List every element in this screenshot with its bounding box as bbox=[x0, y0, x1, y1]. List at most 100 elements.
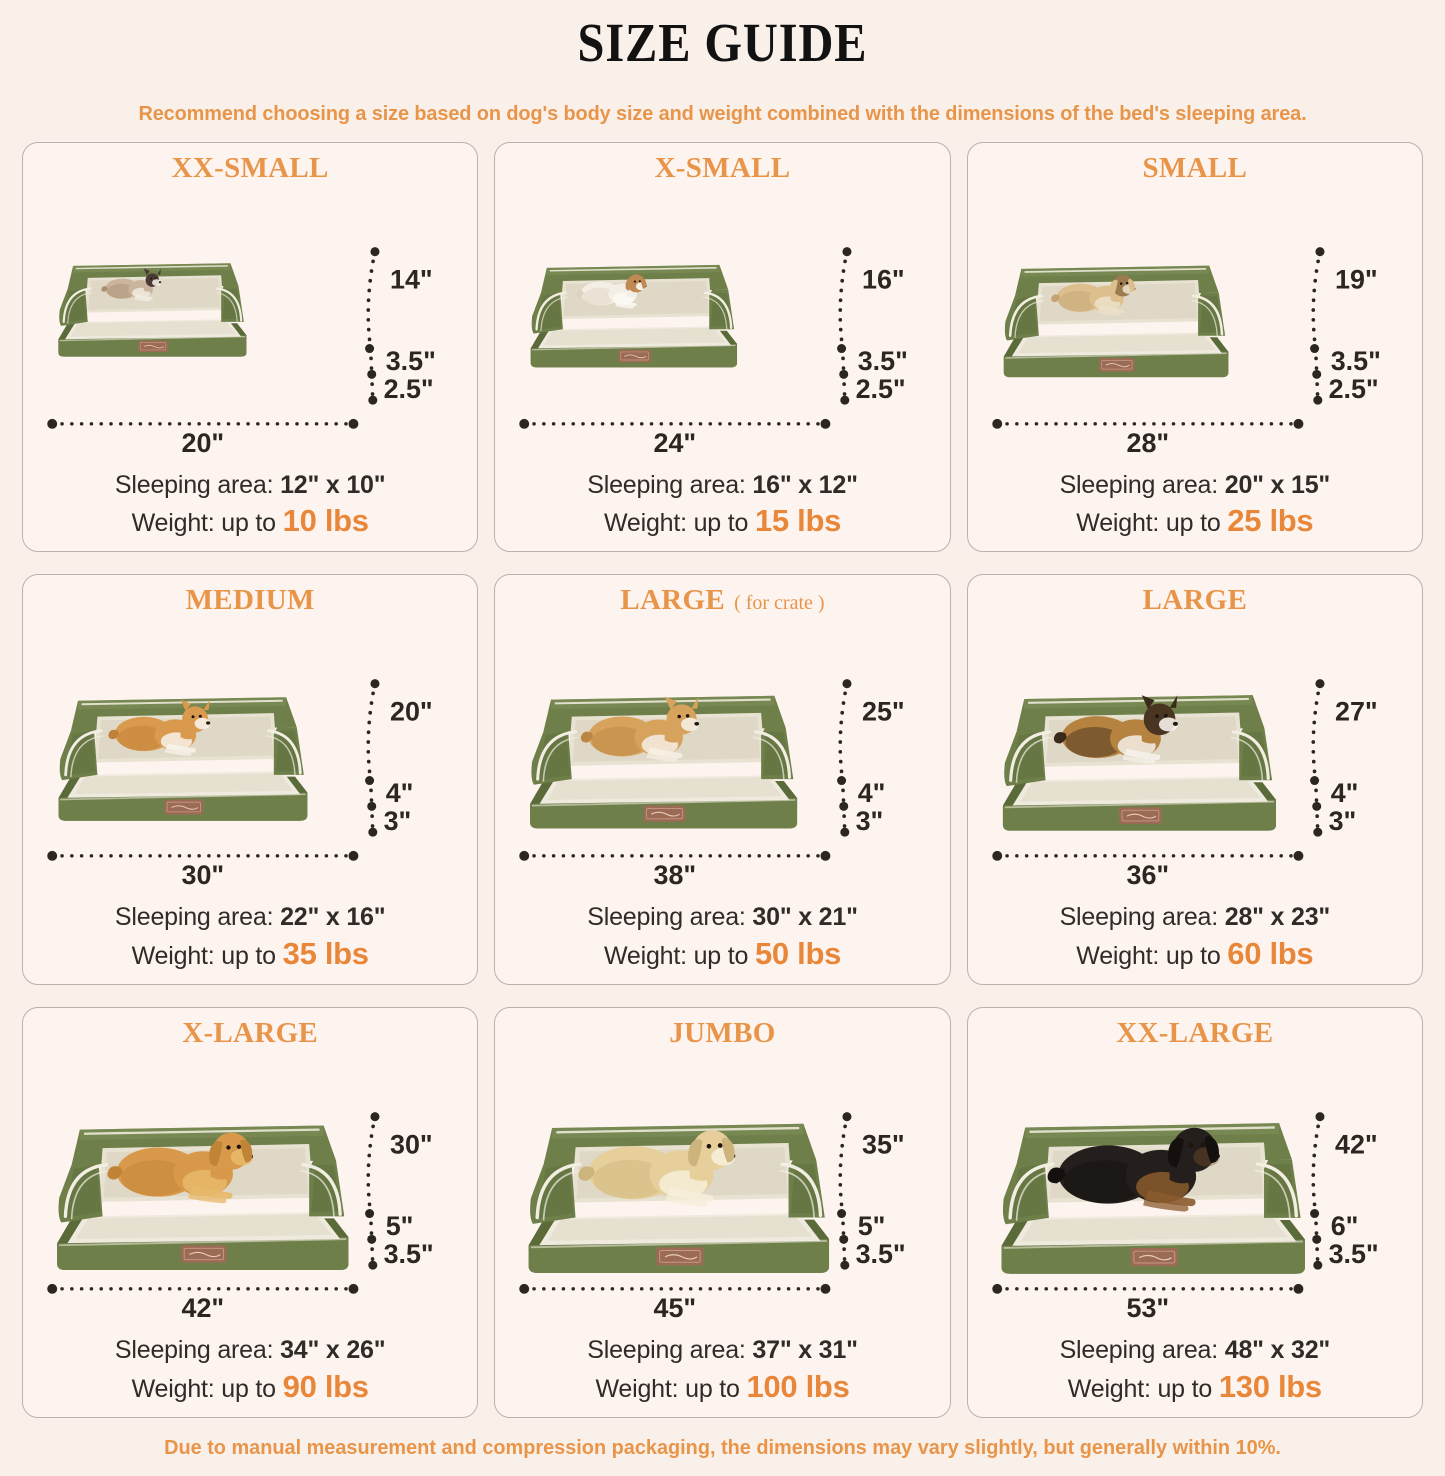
sleeping-area-line: Sleeping area: 22" x 16" bbox=[35, 901, 465, 934]
card-title-text: X-LARGE bbox=[182, 1017, 319, 1050]
sleeping-area-value: 20" x 15" bbox=[1224, 470, 1331, 499]
bed-diagram-svg: .m-lab { font-family: "Liberation Sans",… bbox=[47, 246, 436, 457]
svg-text:3.5": 3.5" bbox=[1328, 1239, 1378, 1269]
sleeping-area-label: Sleeping area: bbox=[114, 470, 281, 499]
bed-diagram-svg: .m-lab { font-family: "Liberation Sans",… bbox=[47, 679, 433, 890]
card-title: LARGE bbox=[1143, 585, 1248, 617]
weight-line: Weight: up to 90 lbs bbox=[35, 1367, 465, 1407]
bed-illustration: .m-lab { font-family: "Liberation Sans",… bbox=[980, 185, 1410, 469]
pet-illustration bbox=[578, 1130, 736, 1207]
bed-group bbox=[58, 262, 247, 357]
weight-up-to: up to bbox=[1165, 509, 1228, 538]
size-card-xx-small[interactable]: XX-SMALL .m-lab { font-family: "Liberati… bbox=[22, 141, 479, 553]
size-card-x-large[interactable]: X-LARGE .m-lab { font-family: "Liberatio… bbox=[22, 1007, 479, 1418]
weight-line: Weight: up to 60 lbs bbox=[980, 934, 1410, 974]
bed-diagram-svg: .m-lab { font-family: "Liberation Sans",… bbox=[519, 679, 905, 890]
weight-label: Weight: bbox=[603, 941, 694, 970]
sleeping-area-label: Sleeping area: bbox=[114, 1336, 281, 1365]
sleeping-area-label: Sleeping area: bbox=[587, 470, 753, 499]
card-title: SMALL bbox=[1143, 152, 1248, 185]
size-card-small[interactable]: SMALL .m-lab { font-family: "Liberation … bbox=[966, 141, 1423, 553]
weight-label: Weight: bbox=[603, 509, 694, 538]
sleeping-area-value: 37" x 31" bbox=[752, 1336, 858, 1365]
sleeping-area-value: 30" x 21" bbox=[752, 903, 858, 932]
bed-group bbox=[531, 264, 738, 367]
weight-value: 130 lbs bbox=[1218, 1368, 1322, 1404]
sleeping-area-value: 48" x 32" bbox=[1224, 1336, 1331, 1365]
sleeping-area-label: Sleeping area: bbox=[587, 903, 753, 932]
bed-illustration: .m-lab { font-family: "Liberation Sans",… bbox=[507, 617, 937, 901]
pet-illustration bbox=[101, 268, 162, 302]
svg-text:28": 28" bbox=[1126, 427, 1169, 457]
bed-diagram-svg: .m-lab { font-family: "Liberation Sans",… bbox=[991, 679, 1377, 890]
svg-text:3": 3" bbox=[856, 806, 884, 836]
size-card-xx-large[interactable]: XX-LARGE .m-lab { font-family: "Liberati… bbox=[966, 1007, 1423, 1418]
weight-line: Weight: up to 130 lbs bbox=[980, 1367, 1410, 1407]
svg-text:4": 4" bbox=[1330, 778, 1358, 808]
svg-text:5": 5" bbox=[386, 1211, 414, 1241]
bed-group bbox=[1003, 265, 1228, 377]
card-specs: Sleeping area: 34" x 26" Weight: up to 9… bbox=[35, 1334, 465, 1409]
card-specs: Sleeping area: 16" x 12" Weight: up to 1… bbox=[507, 469, 937, 544]
page-title: SIZE GUIDE bbox=[577, 12, 868, 73]
sleeping-area-line: Sleeping area: 20" x 15" bbox=[980, 469, 1410, 502]
weight-value: 50 lbs bbox=[754, 935, 842, 971]
weight-value: 60 lbs bbox=[1227, 935, 1314, 971]
weight-up-to: up to bbox=[1157, 1374, 1219, 1403]
pet-illustration bbox=[1047, 1127, 1220, 1212]
weight-label: Weight: bbox=[1076, 941, 1166, 970]
bed-diagram-svg: .m-lab { font-family: "Liberation Sans",… bbox=[519, 246, 908, 457]
weight-line: Weight: up to 25 lbs bbox=[980, 501, 1410, 541]
bed-diagram-svg: .m-lab { font-family: "Liberation Sans",… bbox=[519, 1112, 906, 1323]
size-card-jumbo[interactable]: JUMBO .m-lab { font-family: "Liberation … bbox=[494, 1007, 951, 1418]
weight-line: Weight: up to 100 lbs bbox=[507, 1367, 937, 1407]
weight-value: 90 lbs bbox=[282, 1368, 369, 1404]
sleeping-area-line: Sleeping area: 34" x 26" bbox=[35, 1334, 465, 1367]
weight-up-to: up to bbox=[693, 509, 755, 538]
sleeping-area-line: Sleeping area: 30" x 21" bbox=[507, 901, 937, 934]
sleeping-area-value: 28" x 23" bbox=[1224, 903, 1331, 932]
sleeping-area-value: 16" x 12" bbox=[752, 470, 858, 499]
size-card-large-for-crate[interactable]: LARGE ( for crate ) .m-lab { font-family… bbox=[494, 574, 951, 986]
weight-line: Weight: up to 15 lbs bbox=[507, 501, 937, 541]
bed-illustration: .m-lab { font-family: "Liberation Sans",… bbox=[980, 1050, 1410, 1334]
sleeping-area-value: 34" x 26" bbox=[280, 1336, 386, 1365]
page-subtitle: Recommend choosing a size based on dog's… bbox=[138, 101, 1307, 125]
svg-text:3.5": 3.5" bbox=[1330, 346, 1380, 376]
svg-text:36": 36" bbox=[1126, 860, 1169, 890]
weight-up-to: up to bbox=[221, 941, 283, 970]
sleeping-area-label: Sleeping area: bbox=[114, 903, 281, 932]
bed-illustration: .m-lab { font-family: "Liberation Sans",… bbox=[980, 617, 1410, 901]
bed-group bbox=[58, 697, 308, 822]
sleeping-area-line: Sleeping area: 48" x 32" bbox=[980, 1334, 1410, 1367]
bed-illustration: .m-lab { font-family: "Liberation Sans",… bbox=[35, 617, 465, 901]
card-title-text: MEDIUM bbox=[185, 584, 315, 617]
pet-illustration bbox=[576, 274, 648, 309]
card-title-suffix: ( for crate ) bbox=[734, 592, 825, 615]
size-card-medium[interactable]: MEDIUM .m-lab { font-family: "Liberation… bbox=[22, 574, 479, 986]
svg-text:3": 3" bbox=[1328, 806, 1356, 836]
weight-line: Weight: up to 10 lbs bbox=[35, 501, 465, 541]
card-title: XX-SMALL bbox=[171, 151, 329, 185]
sleeping-area-line: Sleeping area: 16" x 12" bbox=[507, 469, 937, 502]
svg-text:3.5": 3.5" bbox=[856, 1239, 906, 1269]
bed-illustration: .m-lab { font-family: "Liberation Sans",… bbox=[35, 185, 465, 469]
card-title: X-SMALL bbox=[655, 152, 791, 185]
sleeping-area-label: Sleeping area: bbox=[1059, 470, 1225, 499]
bed-diagram-svg: .m-lab { font-family: "Liberation Sans",… bbox=[991, 246, 1380, 457]
card-specs: Sleeping area: 22" x 16" Weight: up to 3… bbox=[35, 901, 465, 976]
size-card-large[interactable]: LARGE .m-lab { font-family: "Liberation … bbox=[966, 574, 1423, 986]
bed-diagram-svg: .m-lab { font-family: "Liberation Sans",… bbox=[47, 1112, 434, 1323]
card-specs: Sleeping area: 12" x 10" Weight: up to 1… bbox=[35, 469, 465, 544]
card-title-text: XX-SMALL bbox=[171, 151, 329, 184]
weight-line: Weight: up to 35 lbs bbox=[35, 934, 465, 974]
size-card-x-small[interactable]: X-SMALL .m-lab { font-family: "Liberatio… bbox=[494, 141, 951, 553]
weight-value: 35 lbs bbox=[282, 935, 369, 971]
svg-text:3.5": 3.5" bbox=[858, 346, 908, 376]
bed-group bbox=[1001, 1123, 1305, 1274]
svg-text:35": 35" bbox=[862, 1129, 905, 1159]
svg-text:14": 14" bbox=[390, 264, 433, 294]
svg-text:42": 42" bbox=[182, 1293, 225, 1323]
weight-label: Weight: bbox=[595, 1374, 686, 1403]
svg-text:45": 45" bbox=[654, 1293, 697, 1323]
